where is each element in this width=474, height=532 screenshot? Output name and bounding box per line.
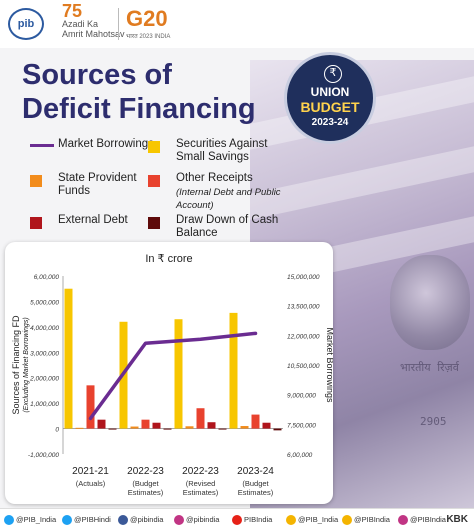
instagram-icon <box>174 515 184 526</box>
union-budget-badge: ₹ UNION BUDGET 2023-24 <box>284 52 376 144</box>
y-tick-left: 3,000,000 <box>30 350 59 357</box>
footer-handle-2[interactable]: @pibindia <box>118 515 164 526</box>
x-tick-sublabel: (Revised <box>186 479 216 488</box>
bar-0-3 <box>229 312 238 429</box>
page-title: Sources of Deficit Financing <box>22 59 256 125</box>
y-tick-left: 1,000,000 <box>30 401 59 408</box>
youtube-icon <box>232 515 242 526</box>
deficit-financing-chart: In ₹ crore -1,000,000 0 1,000,000 2,000,000 3… <box>11 253 333 497</box>
g20-logo: G20 भारत 2023 INDIA <box>126 6 171 40</box>
market-borrowings-line <box>88 331 258 421</box>
y-tick-right: 15,000,000 <box>287 274 320 281</box>
footer-handle-0[interactable]: @PIB_India <box>4 515 57 526</box>
bar-2-2 <box>196 408 205 429</box>
instagram-icon <box>398 515 408 526</box>
footer-handle-4[interactable]: PIBIndia <box>232 515 273 526</box>
bar-4-0 <box>108 428 117 430</box>
footer-handle-label: @PIB_India <box>16 515 57 524</box>
footer-handle-label: @PIBHindi <box>74 515 111 524</box>
legend-swatch <box>148 217 160 229</box>
y-tick-left: -1,000,000 <box>28 452 59 459</box>
x-tick-label: 2021-21 <box>72 466 109 477</box>
koo-icon <box>286 515 296 526</box>
bar-4-1 <box>163 428 172 430</box>
gandhi-portrait <box>390 255 470 350</box>
bar-1-1 <box>130 426 139 429</box>
header-bar: pib 75 Azadi Ka Amrit Mahotsav G20 भारत … <box>0 0 474 48</box>
facebook-icon <box>118 515 128 526</box>
azadi-ka-amrit-mahotsav-logo: 75 Azadi Ka Amrit Mahotsav <box>62 1 125 39</box>
y-axis-sublabel-left: (Excluding Market Borrowings) <box>23 317 30 412</box>
unit-label: In ₹ crore <box>145 253 192 265</box>
y-tick-right: 7,500,000 <box>287 422 316 429</box>
footer-handle-label: PIBIndia <box>244 515 273 524</box>
y-axis-label-left: Sources of Financing FD <box>11 315 21 415</box>
chart-card: In ₹ crore -1,000,000 0 1,000,000 2,000,000 3… <box>5 242 333 504</box>
bar-3-1 <box>152 422 161 429</box>
x-tick-sublabel: Estimates) <box>238 488 274 497</box>
x-tick-label: 2022-23 <box>127 466 164 477</box>
x-tick-sublabel: (Budget <box>242 479 269 488</box>
bar-0-2 <box>174 319 183 429</box>
x-tick-sublabel: Estimates) <box>183 488 219 497</box>
legend-swatch <box>148 141 160 153</box>
legend-swatch <box>30 175 42 187</box>
y-tick-left: 2,000,000 <box>29 376 59 383</box>
social-footer: @PIB_India @PIBHindi @pibindia @pibindia PIB… <box>0 508 474 532</box>
y-axis-label-right: Market Borrowings <box>325 327 333 403</box>
kbk-mark: KBK <box>446 514 468 525</box>
y-tick-left: 0 <box>55 427 59 434</box>
bar-0-0 <box>64 288 73 429</box>
legend-swatch <box>30 144 54 147</box>
y-tick-right: 6,00,000 <box>287 452 313 459</box>
x-tick-sublabel: (Actuals) <box>76 479 106 488</box>
bar-2-0 <box>86 385 95 429</box>
y-tick-right: 12,000,000 <box>287 333 320 340</box>
legend-swatch <box>30 217 42 229</box>
x-tick-label: 2022-23 <box>182 466 219 477</box>
bar-1-2 <box>185 426 194 429</box>
legend-swatch <box>148 175 160 187</box>
y-tick-right: 13,500,000 <box>287 304 320 311</box>
footer-handle-label: @PIBIndia <box>354 515 390 524</box>
x-tick-sublabel: (Budget <box>132 479 159 488</box>
bar-1-3 <box>240 426 249 429</box>
y-tick-left: 4,000,000 <box>30 325 59 332</box>
footer-handle-label: @pibindia <box>186 515 220 524</box>
header-divider <box>118 8 119 40</box>
y-tick-left: 5,000,000 <box>30 299 59 306</box>
bar-4-3 <box>273 428 282 431</box>
bar-2-1 <box>141 419 150 429</box>
bar-3-0 <box>97 419 106 429</box>
footer-handle-5[interactable]: @PIB_India <box>286 515 339 526</box>
y-tick-right: 9,000,000 <box>287 393 316 400</box>
footer-handle-6[interactable]: @PIBIndia <box>342 515 390 526</box>
footer-handle-7[interactable]: @PIBIndia <box>398 515 446 526</box>
bar-3-2 <box>207 422 216 429</box>
bar-1-0 <box>75 427 84 429</box>
x-tick-label: 2023-24 <box>237 466 274 477</box>
footer-handle-label: @pibindia <box>130 515 164 524</box>
y-tick-left: 6,00,000 <box>34 274 60 281</box>
bar-2-3 <box>251 414 260 429</box>
footer-handle-3[interactable]: @pibindia <box>174 515 220 526</box>
footer-handle-label: @PIBIndia <box>410 515 446 524</box>
twitter-icon <box>4 515 14 526</box>
x-tick-sublabel: Estimates) <box>128 488 164 497</box>
rupee-icon: ₹ <box>324 65 342 83</box>
pib-logo: pib <box>8 8 44 40</box>
bar-3-3 <box>262 422 271 429</box>
twitter-icon <box>62 515 72 526</box>
footer-handle-label: @PIB_India <box>298 515 339 524</box>
y-tick-right: 10,500,000 <box>287 363 320 370</box>
sharechat-icon <box>342 515 352 526</box>
footer-handle-1[interactable]: @PIBHindi <box>62 515 111 526</box>
bar-4-2 <box>218 428 227 430</box>
